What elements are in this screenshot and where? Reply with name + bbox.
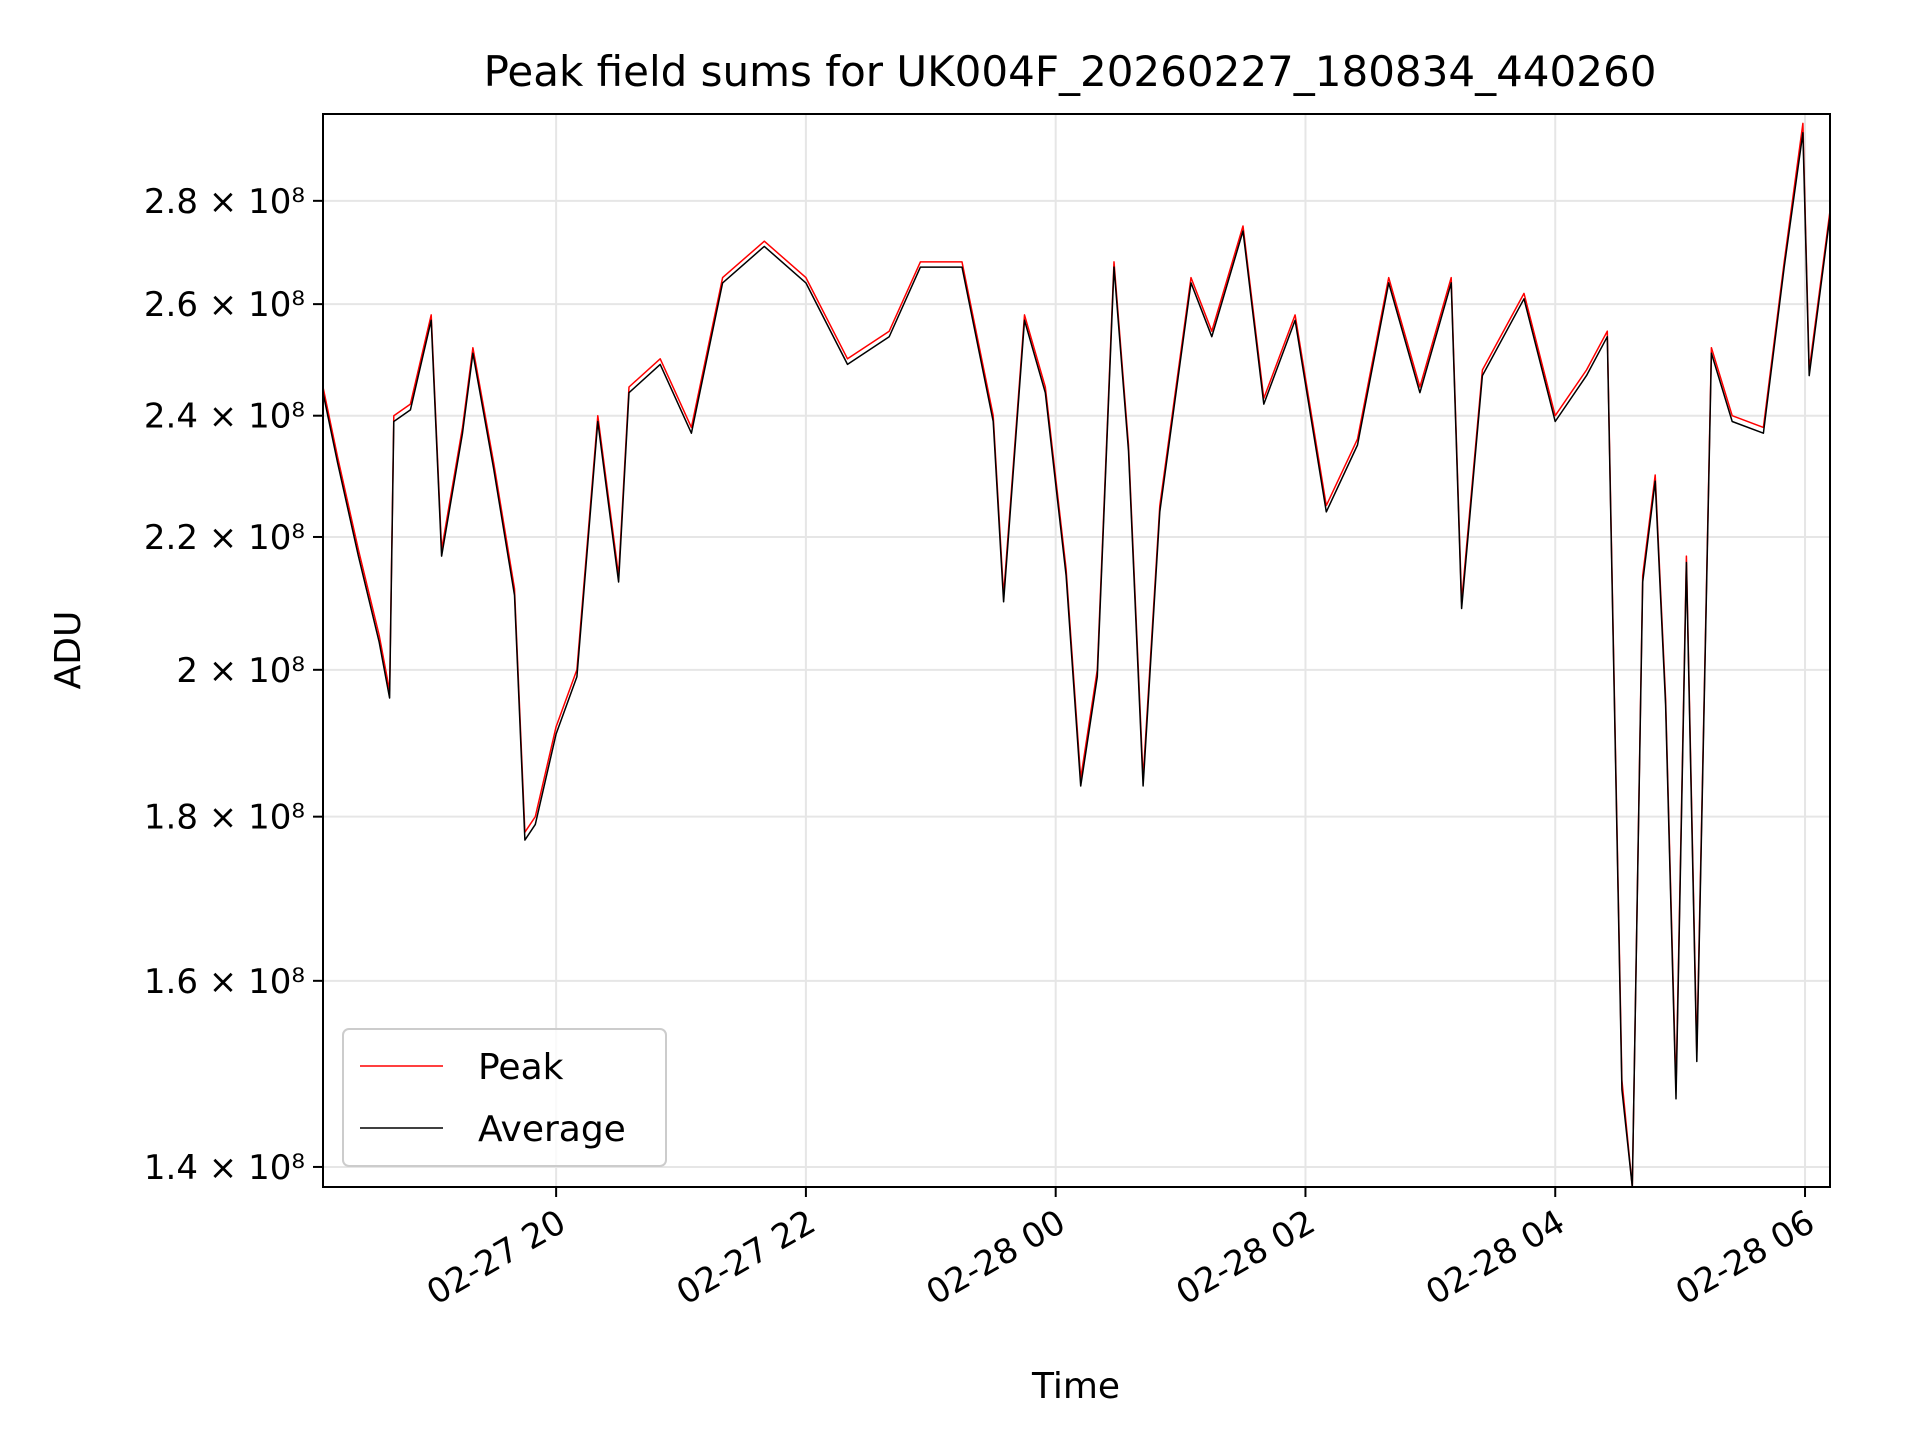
y-tick-label: 1.8 × 10⁸	[144, 798, 305, 838]
series-lines	[322, 122, 1831, 1188]
legend-label-average: Average	[478, 1109, 626, 1150]
series-line-average	[322, 132, 1831, 1188]
x-axis-label: Time	[1031, 1366, 1120, 1407]
y-tick-label: 2.4 × 10⁸	[144, 397, 305, 437]
y-axis: 1.4 × 10⁸ 1.6 × 10⁸ 1.8 × 10⁸ 2 × 10⁸ 2.2 × …	[144, 182, 323, 1188]
grid	[323, 114, 1830, 1187]
y-tick-label: 2 × 10⁸	[176, 651, 305, 691]
y-tick-label: 1.4 × 10⁸	[144, 1148, 305, 1188]
y-tick-label: 1.6 × 10⁸	[144, 962, 305, 1002]
y-axis-label: ADU	[48, 611, 89, 690]
y-tick-label: 2.6 × 10⁸	[144, 285, 305, 325]
plot-area-frame	[322, 113, 1831, 1188]
y-tick-label: 2.8 × 10⁸	[144, 182, 305, 222]
legend-box	[342, 1028, 667, 1167]
chart-title: Peak field sums for UK004F_20260227_1808…	[484, 47, 1657, 96]
y-tick-label: 2.2 × 10⁸	[144, 518, 305, 558]
legend-label-peak: Peak	[478, 1047, 564, 1088]
legend: Peak Average	[342, 1028, 667, 1167]
